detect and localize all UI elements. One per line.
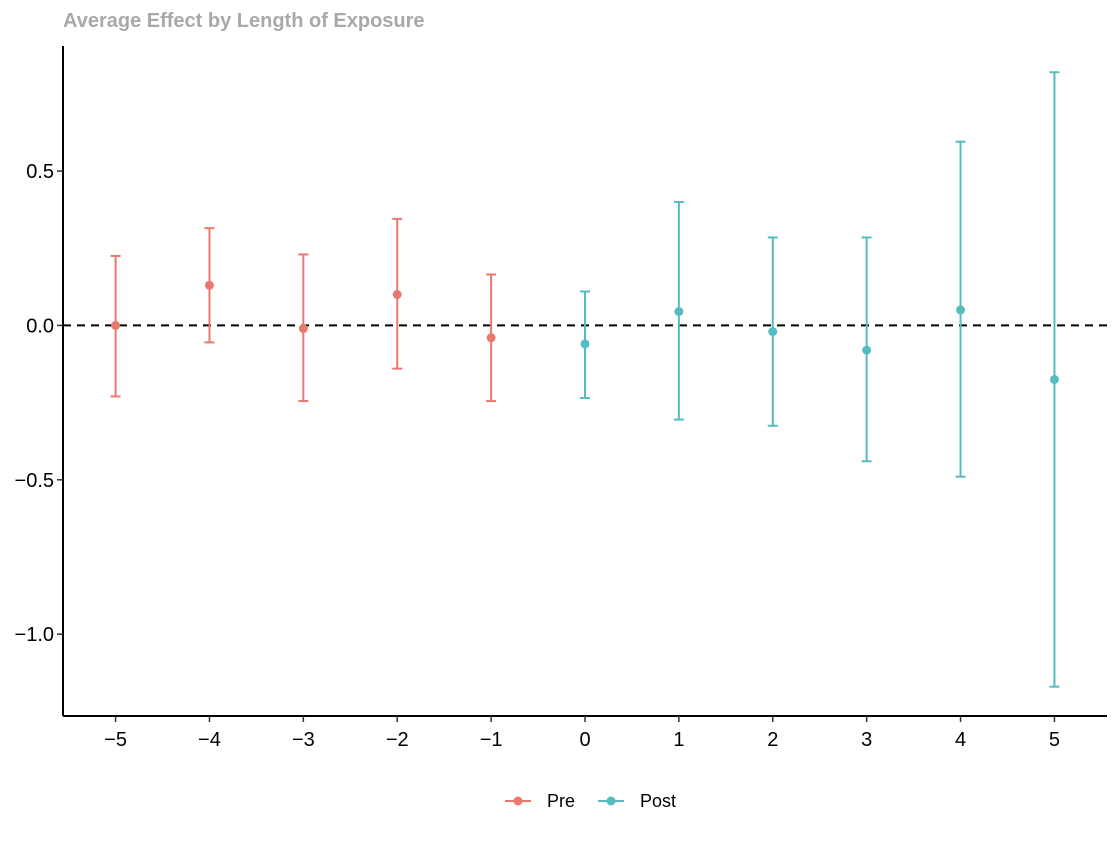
chart-title: Average Effect by Length of Exposure (63, 10, 425, 32)
y-tick-label: 0.0 (26, 315, 54, 337)
x-tick-label: 0 (579, 729, 590, 751)
x-tick-label: −1 (480, 729, 503, 751)
x-tick-label: −5 (104, 729, 127, 751)
legend-key-point (513, 796, 523, 806)
x-tick-label: −3 (292, 729, 315, 751)
x-tick-label: 4 (955, 729, 966, 751)
x-tick-label: 3 (861, 729, 872, 751)
data-point (298, 324, 308, 334)
data-point (204, 280, 214, 290)
data-point (956, 305, 966, 315)
data-layer (110, 71, 1060, 688)
legend-key-point (606, 796, 616, 806)
data-point (862, 345, 872, 355)
legend-item-pre: Pre (505, 791, 575, 811)
data-point (674, 307, 684, 317)
data-point (580, 339, 590, 349)
y-tick-label: 0.5 (26, 161, 54, 183)
x-tick-label: −4 (198, 729, 221, 751)
x-tick-label: 2 (767, 729, 778, 751)
series-post (580, 71, 1060, 688)
x-tick-label: 1 (673, 729, 684, 751)
data-point (768, 327, 778, 337)
y-tick-label: −1.0 (15, 624, 54, 646)
legend-label: Pre (547, 791, 575, 811)
y-tick-label: −0.5 (15, 470, 54, 492)
axes-layer: 0.5 0.0 −0.5 −1.0 −5 −4 −3 −2 −1 0 1 2 3 4 5 (15, 46, 1107, 751)
data-point (111, 320, 121, 330)
data-point (392, 290, 402, 300)
x-tick-label: −2 (386, 729, 409, 751)
legend: Pre Post (505, 791, 676, 811)
data-point (486, 333, 496, 343)
x-tick-label: 5 (1049, 729, 1060, 751)
legend-label: Post (640, 791, 676, 811)
legend-item-post: Post (598, 791, 676, 811)
series-pre (110, 217, 497, 403)
data-point (1049, 374, 1059, 384)
